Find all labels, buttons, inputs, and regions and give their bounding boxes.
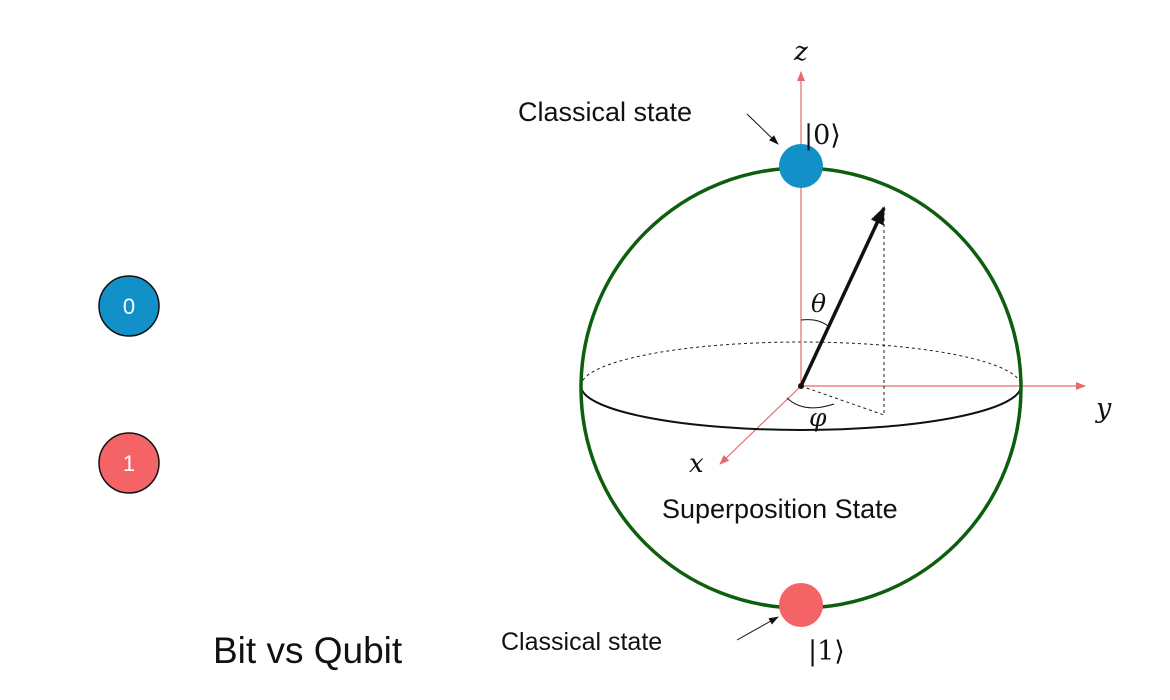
ket-one-label: |1⟩ [808,636,845,667]
bit-zero-circle [98,275,160,337]
equator-front [580,385,1022,431]
superposition-state-label: Superposition State [662,494,898,524]
bit-one-label: 1 [123,451,135,476]
theta-label: θ [811,289,826,318]
zero-state-dot [779,144,823,188]
diagram-title: Bit vs Qubit [213,630,403,671]
classical-state-pointer-bottom [736,616,779,641]
one-state-dot [779,583,823,627]
y-axis-label: y [1095,393,1112,424]
origin-dot [798,383,804,389]
bit-one-circle [98,432,160,494]
x-axis-label: x [689,449,704,479]
bit-zero-label: 0 [123,294,135,319]
theta-arc [800,319,829,327]
bit-one: 1 [98,432,160,494]
bit-zero: 0 [98,275,160,337]
classical-state-label-bottom: Classical state [501,628,662,656]
classical-state-pointer-top [746,113,779,145]
ket-zero-label: |0⟩ [804,120,841,151]
x-axis [719,385,802,465]
phi-label: φ [809,403,827,432]
state-vector-arrow [799,206,886,387]
classical-state-label-top: Classical state [518,97,692,127]
phi-arc [786,397,835,409]
z-axis-label: z [793,37,808,67]
projection-horizontal [800,385,885,416]
